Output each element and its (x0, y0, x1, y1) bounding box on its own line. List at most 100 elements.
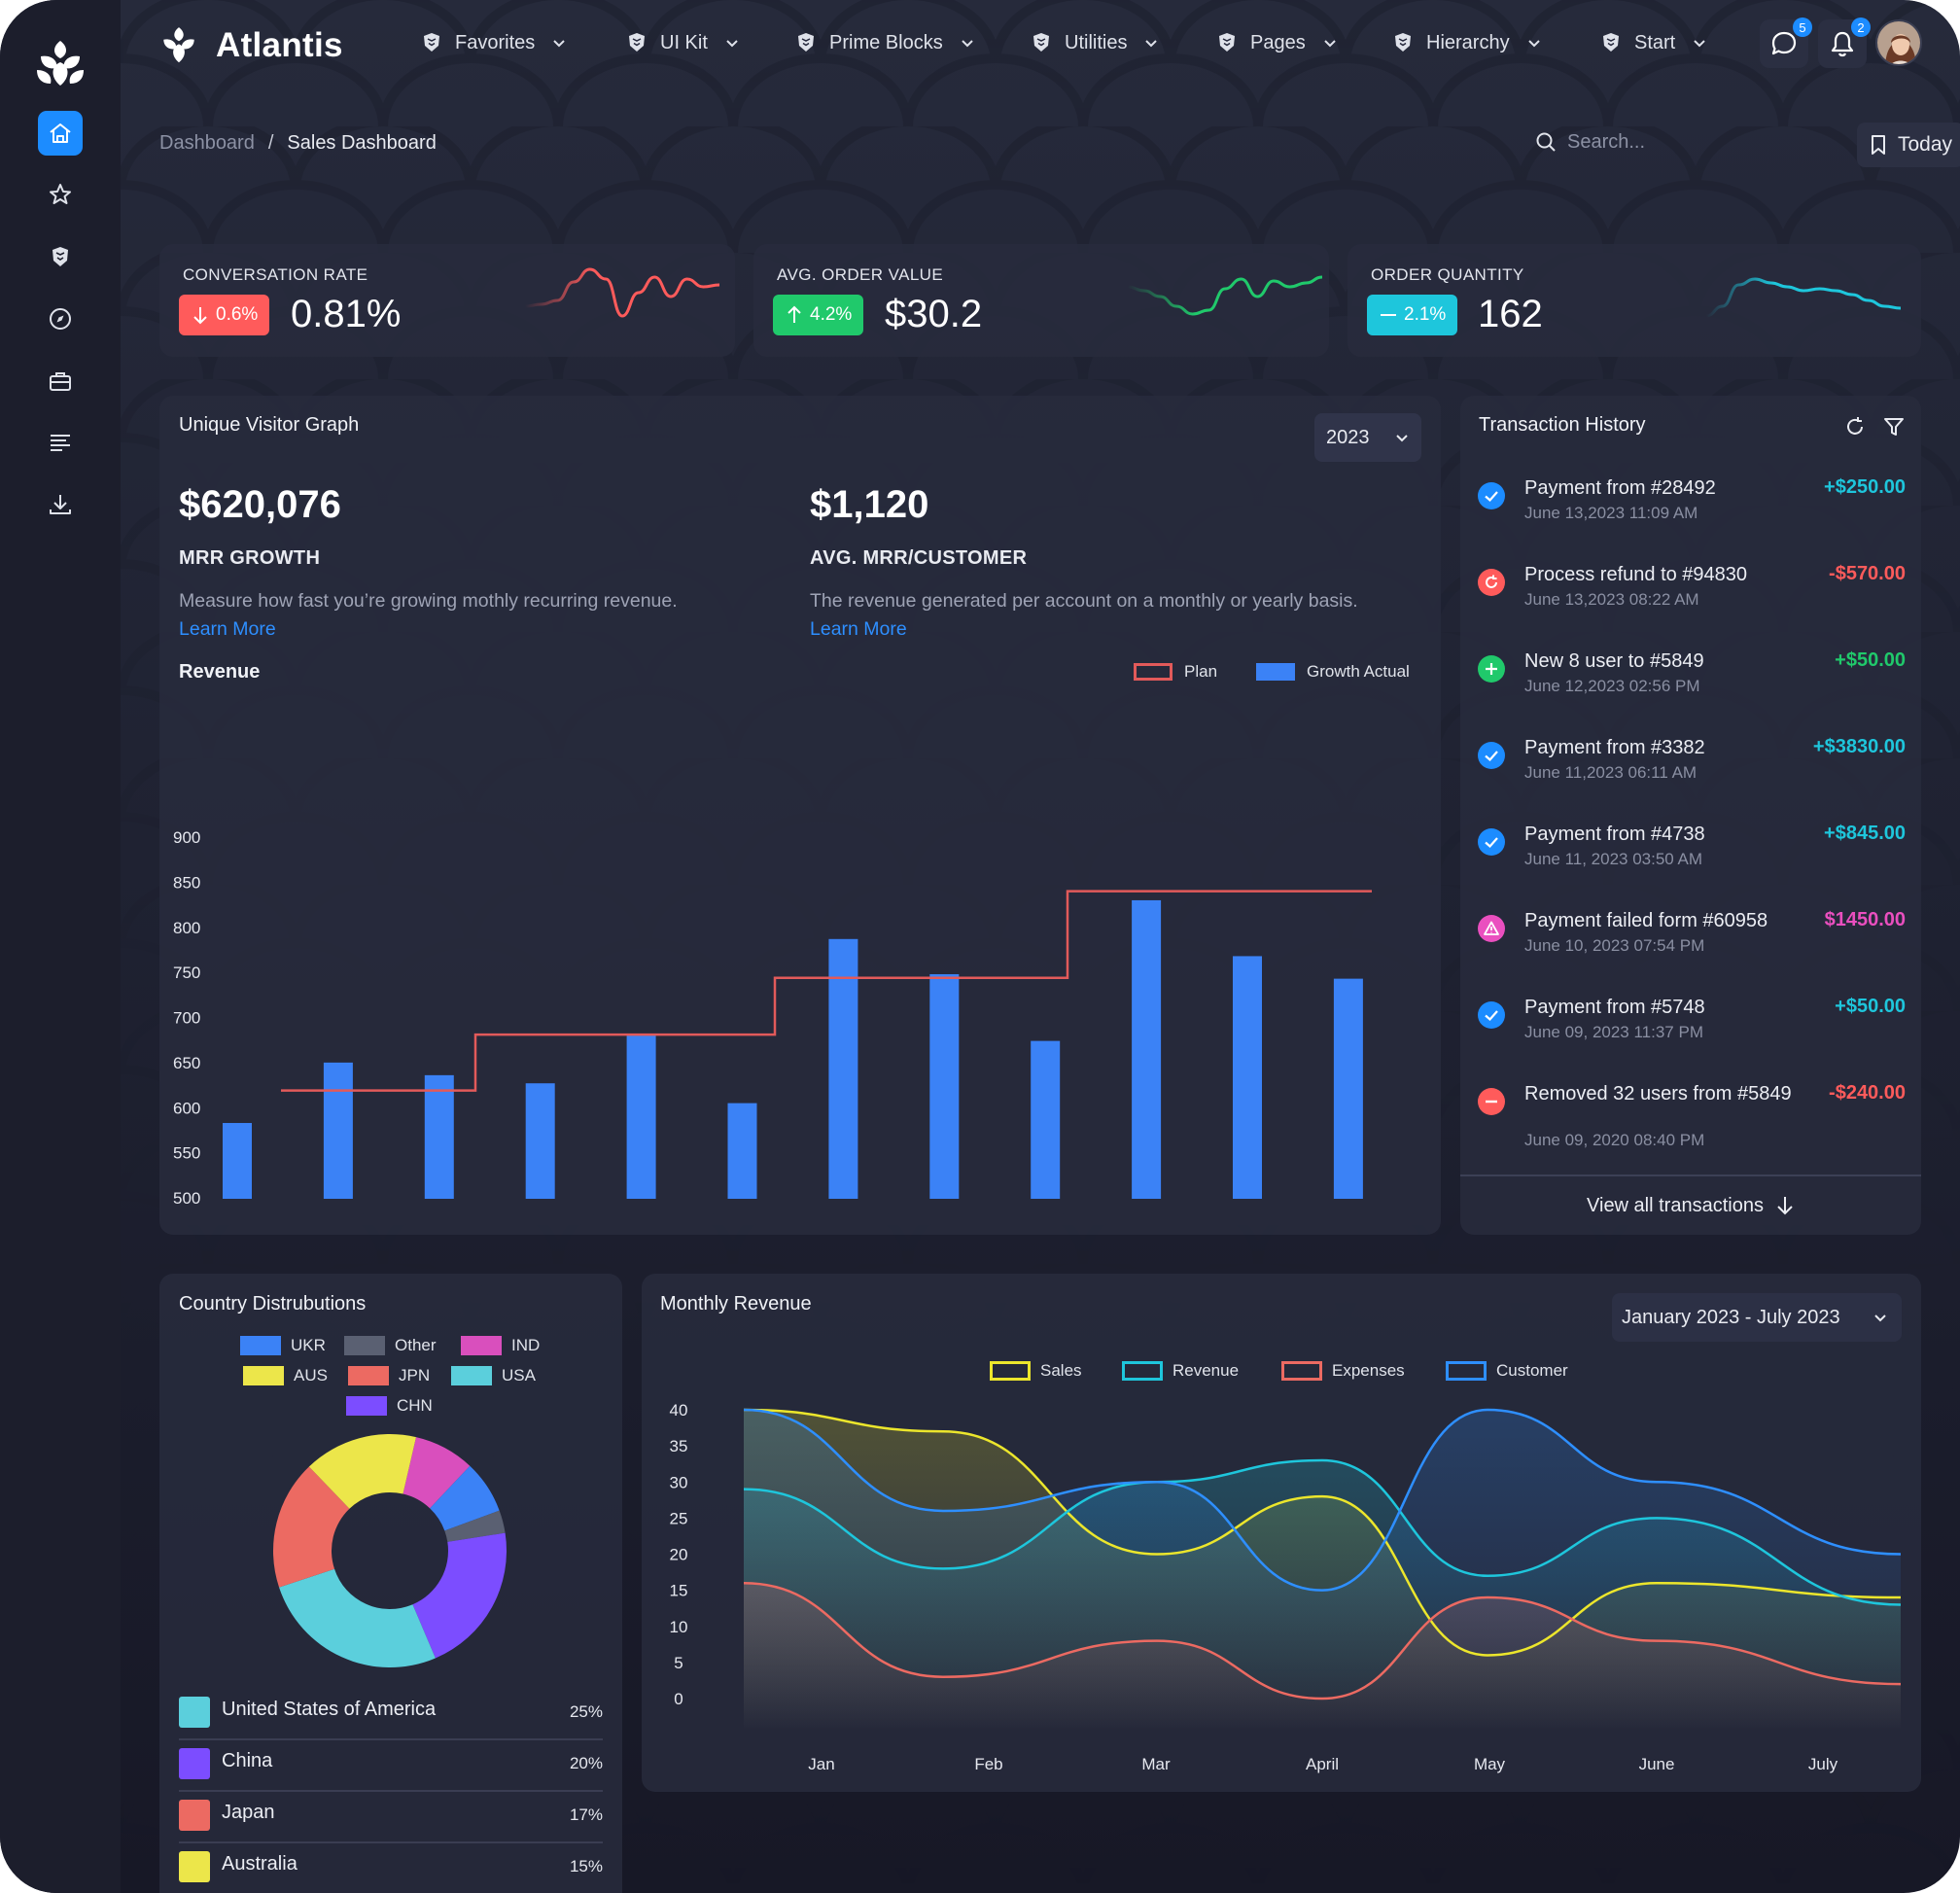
date-range-select[interactable]: January 2023 - July 2023 (1612, 1293, 1902, 1342)
transaction-row[interactable]: Removed 32 users from #5849 June 09, 2020… (1478, 1082, 1906, 1156)
sidebar-item-favorites[interactable] (38, 172, 83, 217)
monthly-legend-item[interactable]: Customer (1446, 1361, 1568, 1381)
transaction-row[interactable]: Payment from #3382 June 11,2023 06:11 AM +… (1478, 736, 1906, 810)
transaction-row[interactable]: Payment from #5748 June 09, 2023 11:37 PM… (1478, 996, 1906, 1069)
donut-slice-ind[interactable] (402, 1437, 471, 1509)
monthly-legend-item[interactable]: Expenses (1281, 1361, 1405, 1381)
y-tick-label: 550 (173, 1144, 200, 1163)
country-legend-item[interactable]: JPN (348, 1366, 430, 1385)
refresh-icon[interactable] (1843, 415, 1867, 438)
country-row[interactable]: Japan 17% (179, 1792, 603, 1843)
nav-utilities[interactable]: Utilities (1030, 25, 1158, 60)
legend-growth-actual[interactable]: Growth Actual (1256, 662, 1410, 682)
country-legend-item[interactable]: USA (451, 1366, 536, 1385)
revenue-bar[interactable] (1031, 1040, 1061, 1199)
transaction-history-title: Transaction History (1479, 414, 1646, 436)
series-line-revenue[interactable] (743, 1458, 1902, 1606)
donut-slice-aus[interactable] (308, 1434, 416, 1509)
mrr-growth-description: Measure how fast you’re growing mothly r… (179, 590, 678, 612)
prime-logo-icon (1219, 33, 1235, 52)
revenue-bar[interactable] (223, 1123, 252, 1199)
nav-favorites[interactable]: Favorites (420, 25, 566, 60)
sidebar-item-prime[interactable] (38, 234, 83, 279)
series-line-expenses[interactable] (743, 1581, 1902, 1700)
revenue-bar[interactable] (727, 1103, 757, 1199)
country-legend-item[interactable]: Other (344, 1336, 437, 1355)
nav-label: Utilities (1065, 31, 1128, 53)
search-input[interactable]: Search... (1567, 130, 1646, 153)
view-all-transactions-button[interactable]: View all transactions (1460, 1174, 1921, 1235)
revenue-bar[interactable] (424, 1074, 454, 1199)
chevron-down-icon (553, 40, 565, 48)
nav-pages[interactable]: Pages (1215, 25, 1337, 60)
donut-slice-jpn[interactable] (273, 1466, 350, 1588)
area-fill-customer (744, 1410, 1901, 1731)
breadcrumb: Dashboard / Sales Dashboard (159, 132, 437, 155)
revenue-bar[interactable] (525, 1083, 555, 1199)
date-range-value: January 2023 - July 2023 (1622, 1306, 1840, 1328)
country-legend-item[interactable]: UKR (240, 1336, 326, 1355)
sidebar-item-list[interactable] (38, 420, 83, 465)
sidebar-item-briefcase[interactable] (38, 359, 83, 403)
sidebar-item-explore[interactable] (38, 297, 83, 341)
transaction-row[interactable]: Payment from #28492 June 13,2023 11:09 AM… (1478, 476, 1906, 550)
monthly-legend-item[interactable]: Revenue (1122, 1361, 1239, 1381)
donut-slice-ukr[interactable] (430, 1465, 500, 1531)
transaction-row[interactable]: Payment from #4738 June 11, 2023 03:50 AM… (1478, 823, 1906, 896)
transaction-row[interactable]: New 8 user to #5849 June 12,2023 02:56 PM… (1478, 649, 1906, 723)
series-line-customer[interactable] (743, 1408, 1902, 1592)
revenue-bar[interactable] (1333, 978, 1363, 1199)
nav-hierarchy[interactable]: Hierarchy (1391, 25, 1541, 60)
transaction-amount: +$3830.00 (1812, 736, 1906, 757)
donut-slice-usa[interactable] (279, 1568, 436, 1667)
revenue-bar[interactable] (929, 973, 960, 1199)
revenue-bar[interactable] (828, 938, 858, 1199)
revenue-bar[interactable] (1132, 899, 1162, 1199)
notifications-button[interactable]: 2 (1818, 18, 1871, 68)
legend-swatch (1281, 1361, 1322, 1381)
country-legend-item[interactable]: AUS (243, 1366, 328, 1385)
messages-button[interactable]: 5 (1760, 18, 1812, 68)
country-swatch (179, 1697, 210, 1728)
search-bar[interactable]: Search... (1534, 130, 1645, 154)
year-select[interactable]: 2023 (1314, 413, 1421, 462)
country-donut-chart (273, 1434, 507, 1667)
filter-icon[interactable] (1882, 415, 1906, 438)
nav-prime-blocks[interactable]: Prime Blocks (794, 25, 974, 60)
country-percent: 15% (569, 1857, 603, 1875)
country-legend-item[interactable]: CHN (346, 1396, 433, 1416)
kpi-label: AVG. ORDER VALUE (777, 265, 944, 284)
avg-learn-more-link[interactable]: Learn More (810, 618, 907, 640)
brand[interactable]: Atlantis (158, 21, 343, 70)
sidebar-item-download[interactable] (38, 482, 83, 527)
mrr-learn-more-link[interactable]: Learn More (179, 618, 276, 640)
legend-swatch (1122, 1361, 1163, 1381)
x-tick-label: Jan (808, 1755, 834, 1773)
legend-swatch (344, 1336, 385, 1355)
donut-slice-chn[interactable] (412, 1532, 507, 1659)
revenue-bar[interactable] (626, 1035, 656, 1199)
sidebar-item-home[interactable] (38, 111, 83, 156)
country-row[interactable]: China 20% (179, 1740, 603, 1792)
breadcrumb-dashboard[interactable]: Dashboard (159, 132, 255, 154)
atlantis-logo-icon[interactable] (33, 37, 88, 91)
kpi-value: $30.2 (885, 293, 983, 335)
transaction-row[interactable]: Payment failed form #60958 June 10, 2023 … (1478, 909, 1906, 983)
series-line-sales[interactable] (743, 1408, 1902, 1657)
y-tick-label: 35 (670, 1437, 688, 1455)
country-row[interactable]: United States of America 25% (179, 1689, 603, 1740)
transaction-row[interactable]: Process refund to #94830 June 13,2023 08:… (1478, 563, 1906, 637)
legend-plan[interactable]: Plan (1134, 662, 1217, 682)
donut-slice-other[interactable] (444, 1510, 506, 1542)
country-row[interactable]: Australia 15% (179, 1843, 603, 1893)
nav-start[interactable]: Start (1599, 25, 1706, 60)
legend-swatch (348, 1366, 389, 1385)
monthly-legend-item[interactable]: Sales (990, 1361, 1082, 1381)
nav-ui-kit[interactable]: UI Kit (625, 25, 739, 60)
avatar[interactable] (1875, 19, 1922, 66)
revenue-bar[interactable] (1233, 956, 1262, 1199)
country-legend-item[interactable]: IND (461, 1336, 540, 1355)
country-swatch (179, 1851, 210, 1882)
revenue-bar[interactable] (323, 1062, 353, 1199)
today-button[interactable]: Today (1857, 123, 1960, 167)
